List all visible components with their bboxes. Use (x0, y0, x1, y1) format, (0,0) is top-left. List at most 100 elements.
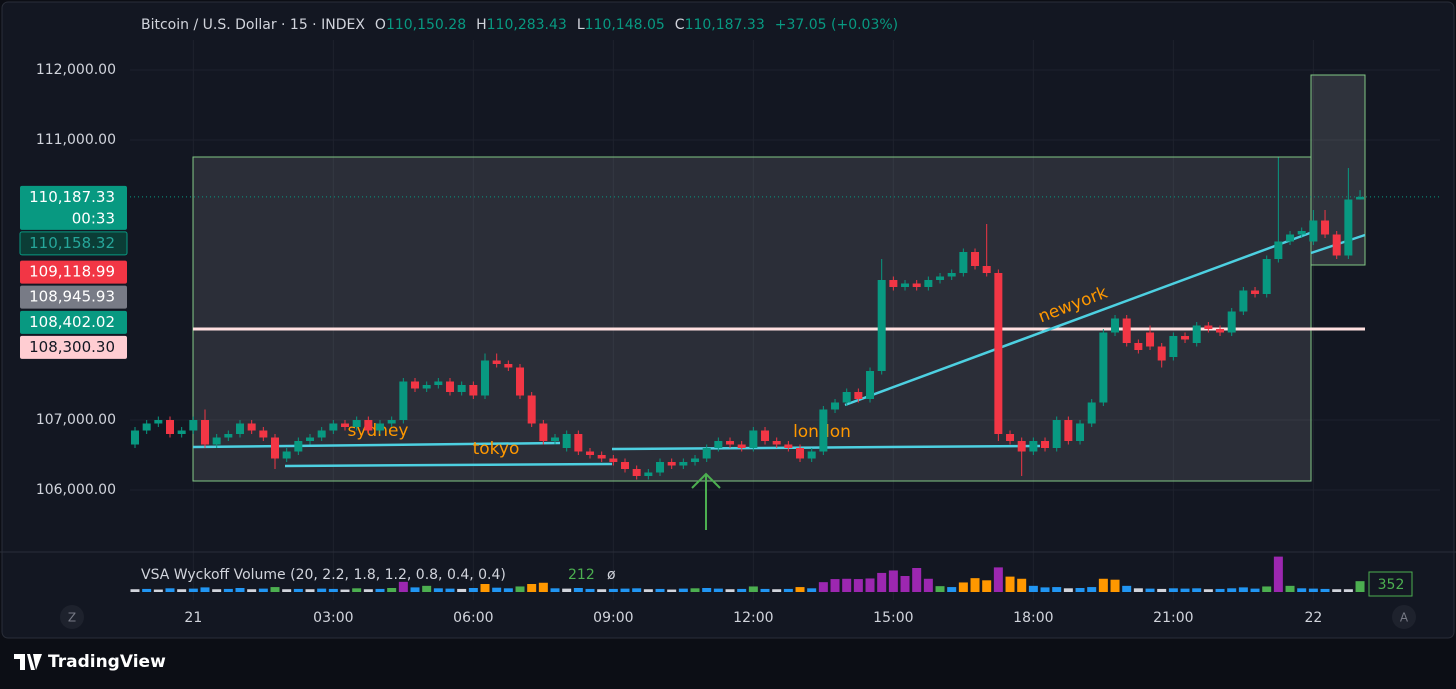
x-tick-label: 09:00 (593, 610, 633, 626)
volume-bar (1320, 588, 1330, 592)
candle-body (1157, 346, 1166, 361)
scale-button-label[interactable]: A (1400, 611, 1409, 625)
volume-bar (1157, 588, 1167, 592)
candle-body (411, 381, 420, 389)
candle-body (1087, 402, 1096, 424)
volume-bar (818, 582, 828, 592)
volume-bar (713, 588, 723, 592)
volume-bar (667, 589, 677, 592)
volume-bar (620, 588, 630, 592)
volume-bar (865, 578, 875, 592)
candle-body (1192, 325, 1201, 344)
candle-body (597, 455, 606, 459)
candle-body (912, 283, 921, 288)
volume-bar (1355, 581, 1365, 592)
price-label: 108,945.93 (29, 288, 115, 306)
legend-value: 110,283.43 (486, 17, 567, 33)
volume-bar (433, 588, 443, 592)
candle-body (761, 430, 770, 442)
volume-bar (655, 588, 665, 592)
volume-bar (888, 570, 898, 592)
candle-body (842, 392, 851, 403)
candle-body (492, 360, 501, 365)
price-label: 110,187.33 (29, 188, 115, 206)
volume-bar (1180, 588, 1190, 592)
candle-body (364, 420, 373, 431)
candle-body (1286, 234, 1295, 242)
change: +37.05 (+0.03%) (774, 17, 899, 33)
candle-body (481, 360, 490, 396)
volume-bar (492, 587, 502, 592)
x-tick-label: 15:00 (873, 610, 913, 626)
price-label-box (20, 310, 127, 334)
candle-body (1076, 423, 1085, 442)
candle-body (667, 462, 676, 466)
volume-bar (958, 582, 968, 592)
scale-button[interactable] (60, 605, 84, 629)
volume-bar (1192, 588, 1202, 592)
trend-line (284, 462, 613, 468)
candle-body (737, 444, 746, 449)
volume-bar (223, 588, 233, 592)
arrow-head (691, 472, 721, 489)
price-label-box (20, 285, 127, 309)
candle-body (1204, 325, 1213, 330)
volume-bar (1075, 588, 1085, 592)
candle-body (551, 437, 560, 442)
candle-body (446, 381, 455, 393)
candle-body (434, 381, 443, 386)
candle-body (1052, 420, 1061, 449)
volume-bar (1250, 588, 1260, 592)
arrow (691, 472, 721, 530)
volume-bar (235, 588, 245, 592)
candle-body (714, 441, 723, 449)
candle-body (504, 364, 513, 368)
candle-body (154, 420, 163, 424)
y-tick-label: 106,000.00 (36, 482, 116, 498)
volume-bar (1133, 588, 1143, 592)
volume-bar (830, 579, 840, 592)
volume-bar (1063, 588, 1073, 592)
candle-body (807, 451, 816, 459)
volume-bar (1122, 585, 1132, 592)
volume-bar (1098, 578, 1108, 592)
annotation: sydney (347, 421, 408, 441)
candle-body (1262, 259, 1271, 295)
volume-bar (947, 587, 957, 592)
volume-bar (293, 588, 303, 592)
candle-body (516, 367, 525, 396)
candle-body (1251, 290, 1260, 295)
volume-bar (538, 582, 548, 592)
volume-bar (993, 567, 1003, 592)
volume-bar (445, 588, 455, 592)
candle-body (889, 280, 898, 288)
candle-body (609, 458, 618, 463)
scale-button[interactable] (1392, 605, 1416, 629)
volume-bar (935, 586, 945, 592)
volume-bar (142, 588, 152, 592)
volume-bar (1297, 588, 1307, 592)
volume-bar (165, 588, 175, 592)
header: Bitcoin / U.S. Dollar · 15 · INDEX O 110,… (141, 17, 898, 33)
volume-bar (1308, 588, 1318, 592)
candle-body (1239, 290, 1248, 312)
annotation: tokyo (473, 439, 520, 459)
x-tick-label: 12:00 (733, 610, 773, 626)
volume-bar (422, 585, 432, 592)
candle-body (971, 252, 980, 267)
legend-value: 110,150.28 (385, 17, 467, 33)
x-tick-label: 22 (1304, 610, 1322, 626)
candle-body (247, 423, 256, 431)
volume-bar (702, 588, 712, 592)
volume-bar (1040, 587, 1050, 592)
scale-button-label[interactable]: Z (68, 611, 76, 625)
candle-body (457, 385, 466, 393)
volume-bar (912, 568, 922, 592)
volume-bar (1273, 556, 1283, 592)
price-label: 110,158.32 (29, 234, 115, 252)
volume-bar (1215, 588, 1225, 592)
volume-bar (398, 581, 408, 592)
volume-bar (585, 588, 595, 592)
volume-bar (842, 578, 852, 592)
legend-key: H (476, 17, 487, 33)
